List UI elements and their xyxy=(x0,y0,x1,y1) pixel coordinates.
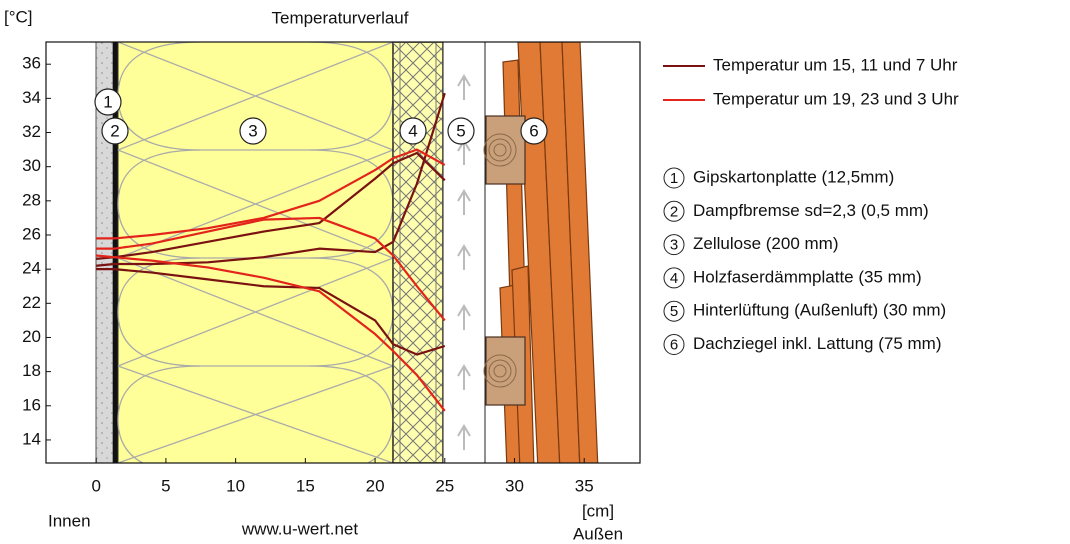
layer-list-label: Dachziegel inkl. Lattung (75 mm) xyxy=(693,334,942,353)
layer-list-marker xyxy=(663,167,685,189)
layer-list-label: Dampfbremse sd=2,3 (0,5 mm) xyxy=(693,201,929,220)
layer-marker xyxy=(520,117,548,145)
y-axis-label: [°C] xyxy=(4,7,33,26)
layer-marker-number: 3 xyxy=(248,121,257,140)
layer-list-marker xyxy=(663,300,685,322)
inside-label: Innen xyxy=(48,511,91,530)
layer-marker-number: 1 xyxy=(103,92,112,111)
x-tick-label: 20 xyxy=(366,476,385,495)
y-tick-label: 30 xyxy=(22,156,41,175)
layer-list-number: 5 xyxy=(670,303,678,320)
x-tick-label: 15 xyxy=(296,476,315,495)
y-tick-label: 16 xyxy=(22,395,41,414)
temperature-curve xyxy=(96,254,446,412)
wall-drawing xyxy=(95,42,599,463)
y-tick-label: 18 xyxy=(22,361,41,380)
layer-list-number: 3 xyxy=(670,237,678,254)
legend-label: Temperatur um 15, 11 und 7 Uhr xyxy=(713,55,958,74)
layer-list-marker xyxy=(663,267,685,289)
temperature-curve xyxy=(96,92,446,267)
layer-marker-number: 4 xyxy=(408,121,417,140)
layer-list-number: 6 xyxy=(670,336,678,353)
x-tick-label: 5 xyxy=(161,476,170,495)
y-tick-label: 22 xyxy=(22,293,41,312)
plot-frame xyxy=(45,41,641,464)
outside-label: Außen xyxy=(573,524,623,543)
x-tick-label: 0 xyxy=(91,476,100,495)
layer-marker xyxy=(447,117,475,145)
x-axis-label: [cm] xyxy=(582,501,614,520)
layer-list-marker xyxy=(663,200,685,222)
temperature-curve xyxy=(96,151,446,260)
layer-list-label: Gipskartonplatte (12,5mm) xyxy=(693,167,894,186)
layer-marker-number: 6 xyxy=(529,121,538,140)
y-tick-label: 34 xyxy=(22,88,41,107)
x-tick-label: 35 xyxy=(575,476,594,495)
y-tick-label: 28 xyxy=(22,190,41,209)
layer-marker xyxy=(101,117,129,145)
legend-label: Temperatur um 19, 23 und 3 Uhr xyxy=(713,89,959,108)
temperature-curve xyxy=(96,216,446,322)
x-tick-label: 30 xyxy=(505,476,524,495)
layer-list-label: Hinterlüftung (Außenluft) (30 mm) xyxy=(693,301,946,320)
y-tick-label: 14 xyxy=(22,429,41,448)
layer-list-number: 2 xyxy=(670,203,678,220)
layer-marker xyxy=(239,117,267,145)
source: www.u-wert.net xyxy=(241,519,358,538)
x-tick-label: 10 xyxy=(226,476,245,495)
y-tick-label: 24 xyxy=(22,259,41,278)
layer-marker xyxy=(399,117,427,145)
curves xyxy=(96,92,446,412)
layer-list-marker xyxy=(663,234,685,256)
y-tick-label: 32 xyxy=(22,122,41,141)
layer-marker-number: 2 xyxy=(110,121,119,140)
temperature-curve xyxy=(96,268,446,356)
x-tick-label: 25 xyxy=(435,476,454,495)
y-tick-label: 26 xyxy=(22,224,41,243)
layer-list-label: Holzfaserdämmplatte (35 mm) xyxy=(693,267,922,286)
layer-marker-number: 5 xyxy=(456,121,465,140)
chart-title: Temperaturverlauf xyxy=(271,8,408,27)
layer-list-number: 1 xyxy=(670,170,678,187)
temperature-curve xyxy=(96,148,446,240)
layer-list-marker xyxy=(663,334,685,355)
layer-list-number: 4 xyxy=(670,270,678,287)
layer-markers: 1 2 3 4 5 6 xyxy=(94,88,548,145)
y-tick-label: 36 xyxy=(22,54,41,73)
layer-marker xyxy=(94,88,122,116)
layer-list-label: Zellulose (200 mm) xyxy=(693,234,839,253)
y-tick-label: 20 xyxy=(22,327,41,346)
